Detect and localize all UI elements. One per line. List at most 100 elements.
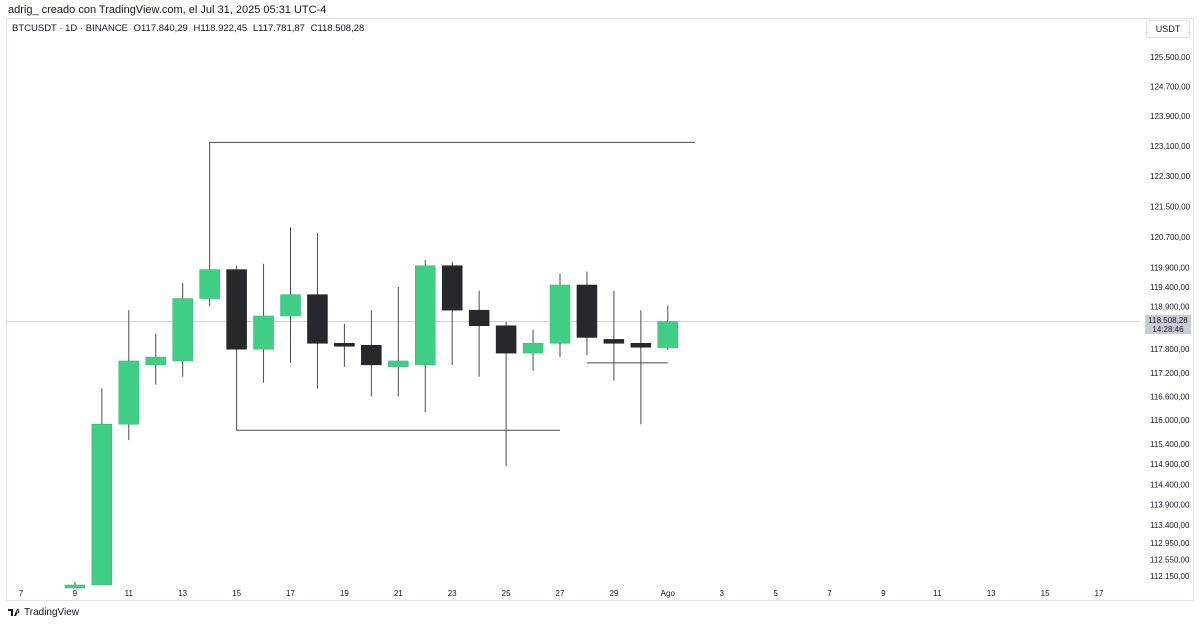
candle-body-up [657, 321, 679, 348]
candle[interactable] [468, 290, 490, 377]
time-tick-label: 9 [881, 589, 886, 598]
price-tick-label: 114.900,00 [1150, 460, 1190, 469]
symbol-legend[interactable]: BTCUSDT · 1D · BINANCE O117.840,29 H118.… [12, 23, 367, 34]
candle[interactable] [415, 259, 436, 413]
time-tick-label: 17 [1095, 589, 1104, 598]
price-tick-label: 118.900,00 [1150, 302, 1190, 311]
price-axis[interactable]: 112.150,00 112.550,00 112.950,00 113.400,00… [1150, 53, 1191, 581]
candle-body-down [630, 343, 652, 348]
last-price-tag: 118.508,28 14:28:46 [1145, 315, 1191, 334]
price-tick-label: 122.300,00 [1150, 172, 1191, 181]
candle[interactable] [576, 271, 598, 356]
time-tick-label: 15 [1041, 589, 1050, 598]
candle[interactable] [549, 273, 571, 358]
candle-body-up [549, 284, 571, 344]
price-tick-label: 119.900,00 [1150, 264, 1190, 273]
time-tick-label: 11 [933, 589, 942, 598]
price-tick-label: 123.900,00 [1150, 112, 1191, 121]
tradingview-icon [8, 609, 20, 616]
candle[interactable] [522, 329, 544, 371]
candle[interactable] [361, 310, 382, 397]
candle-body-down [334, 343, 355, 347]
candle[interactable] [118, 310, 140, 441]
candle-body-up [415, 265, 436, 366]
candle[interactable] [441, 261, 463, 365]
bar-countdown: 14:28:46 [1152, 325, 1184, 334]
time-tick-label: 5 [773, 589, 778, 598]
candle[interactable] [657, 305, 679, 350]
candle[interactable] [91, 388, 113, 586]
price-tick-label: 112.550,00 [1150, 556, 1190, 565]
time-tick-label: Ago [661, 589, 676, 598]
ohlc-high: H118.922,45 [193, 23, 248, 34]
time-tick-label: 21 [394, 589, 403, 598]
candle[interactable] [307, 233, 328, 389]
price-tick-label: 117.800,00 [1150, 345, 1190, 354]
time-tick-label: 13 [178, 589, 187, 598]
candle-body-up [522, 343, 544, 354]
price-tick-label: 116.600,00 [1150, 392, 1190, 401]
candle-body-down [603, 339, 625, 344]
price-tick-label: 116.000,00 [1150, 416, 1190, 425]
candle-body-down [495, 325, 517, 354]
candle-body-down [226, 269, 247, 350]
candle-body-up [64, 584, 86, 589]
tradingview-brand: TradingView [24, 607, 80, 618]
price-tick-label: 114.400,00 [1150, 480, 1190, 489]
candle[interactable] [334, 323, 355, 367]
candle-body-up [280, 294, 301, 317]
price-tick-label: 112.950,00 [1150, 539, 1190, 548]
price-tick-label: 120.700,00 [1150, 233, 1191, 242]
tradingview-logo[interactable]: TradingView [8, 607, 79, 618]
candle[interactable] [199, 142, 220, 307]
price-tick-label: 121.500,00 [1150, 202, 1191, 211]
time-tick-label: 9 [73, 589, 78, 598]
candle-body-up [118, 360, 140, 425]
candle-body-up [172, 298, 193, 362]
price-tick-label: 125.500,00 [1150, 53, 1191, 62]
candle[interactable] [388, 286, 409, 397]
price-tick-label: 123.100,00 [1150, 142, 1191, 151]
time-tick-label: 29 [609, 589, 618, 598]
chart-frame [6, 18, 1194, 601]
candle-body-up [145, 356, 166, 366]
candles-layer[interactable] [64, 142, 679, 589]
candle[interactable] [603, 290, 625, 381]
currency-badge[interactable]: USDT [1146, 20, 1190, 38]
candle[interactable] [630, 310, 652, 425]
candle[interactable] [226, 265, 247, 431]
candle[interactable] [64, 584, 86, 589]
ohlc-close: C118.508,28 [310, 23, 365, 34]
time-tick-label: 13 [987, 589, 996, 598]
price-tick-label: 119.400,00 [1150, 283, 1190, 292]
chart-caption: adrig_ creado con TradingView.com, el Ju… [8, 4, 327, 16]
price-tick-label: 112.150,00 [1150, 572, 1190, 581]
time-tick-label: 25 [502, 589, 511, 598]
candle-body-down [576, 284, 598, 338]
time-tick-label: 15 [232, 589, 241, 598]
symbol-name[interactable]: BTCUSDT · 1D · BINANCE [12, 23, 128, 34]
time-tick-label: 19 [340, 589, 349, 598]
candle[interactable] [280, 227, 301, 363]
candle-body-down [361, 345, 382, 366]
price-tick-label: 113.900,00 [1150, 501, 1190, 510]
time-tick-label: 3 [719, 589, 724, 598]
time-tick-label: 27 [556, 589, 565, 598]
time-tick-label: 17 [286, 589, 295, 598]
candle[interactable] [145, 333, 166, 385]
candle-body-down [468, 309, 490, 326]
time-axis[interactable]: 7 9 11 13 15 17 19 21 23 25 27 29 Ago 3 5 7 9 11 13 15 17 [19, 589, 1104, 598]
price-tick-label: 115.400,00 [1150, 440, 1190, 449]
candle[interactable] [253, 263, 274, 383]
candle-body-up [91, 423, 113, 586]
time-tick-label: 7 [827, 589, 832, 598]
candle[interactable] [495, 321, 517, 467]
candle-body-up [199, 269, 220, 299]
candle[interactable] [172, 283, 193, 377]
time-tick-label: 23 [448, 589, 457, 598]
candle-body-down [307, 294, 328, 344]
time-tick-label: 11 [125, 589, 134, 598]
time-tick-label: 7 [19, 589, 24, 598]
candle-body-up [253, 315, 274, 350]
